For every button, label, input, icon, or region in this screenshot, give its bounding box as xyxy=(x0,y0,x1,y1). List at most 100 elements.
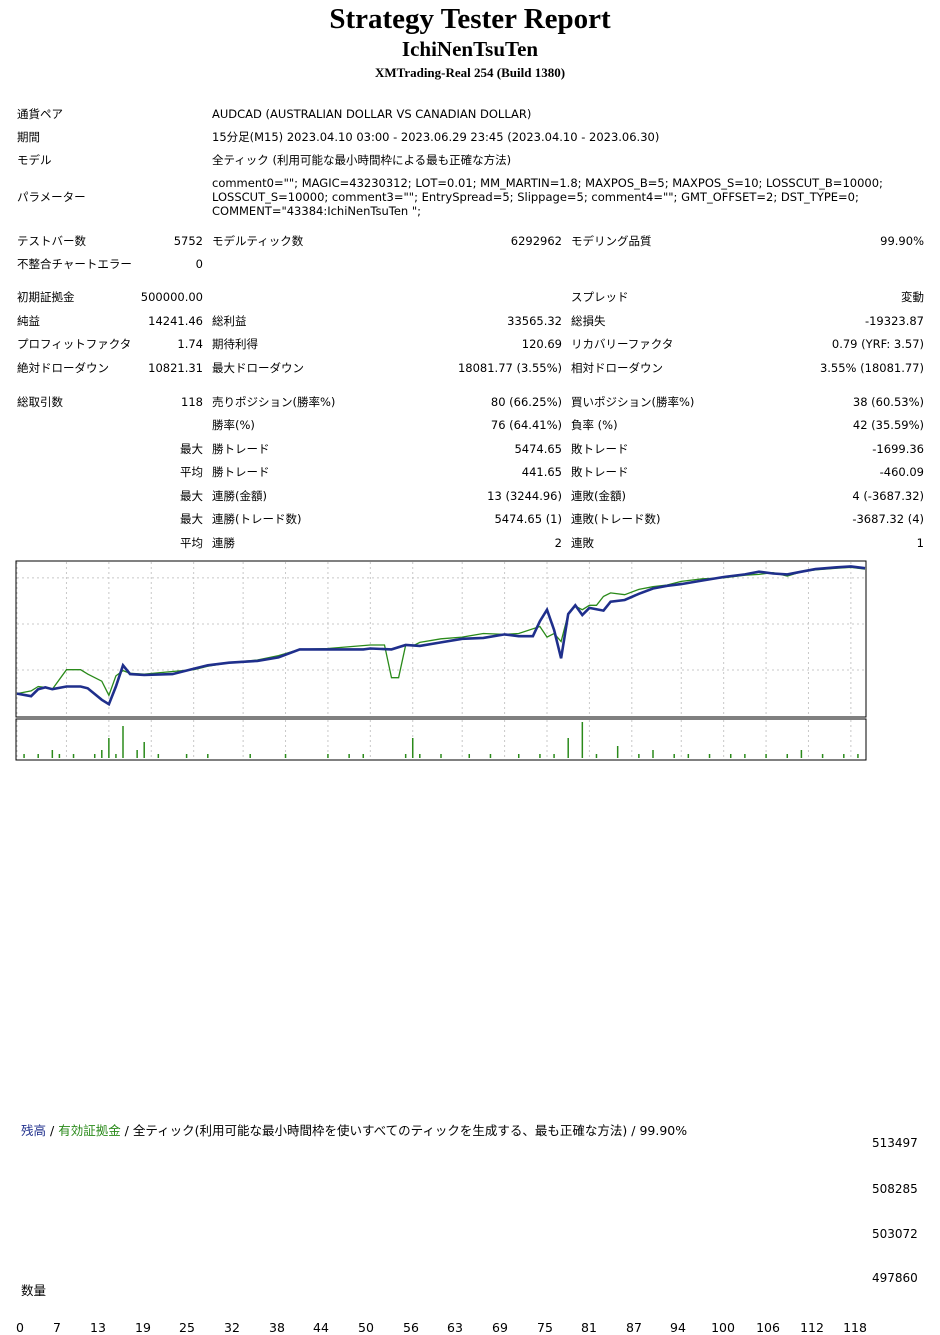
long-positions-value: 38 (60.53%) xyxy=(852,395,924,409)
short-positions-label: 売りポジション(勝率%) xyxy=(212,395,336,409)
x-tick-label: 25 xyxy=(179,1320,195,1335)
total-trades-value: 118 xyxy=(181,395,203,409)
mismatch-label: 不整合チャートエラー xyxy=(17,257,132,271)
consec-wins-cnt-label: 連勝(トレード数) xyxy=(212,512,302,526)
x-tick-label: 94 xyxy=(670,1320,686,1335)
short-positions-value: 80 (66.25%) xyxy=(490,395,562,409)
net-profit-value: 14241.46 xyxy=(148,314,203,328)
quality-label: モデリング品質 xyxy=(571,234,652,248)
avg-consec-wins-value: 2 xyxy=(554,536,562,550)
recovery-factor-value: 0.79 (YRF: 3.57) xyxy=(831,337,924,351)
volume-plot-frame xyxy=(15,718,867,761)
x-tick-label: 118 xyxy=(843,1320,867,1335)
loss-rate-label: 負率 (%) xyxy=(571,418,618,432)
profit-factor-label: プロフィットファクタ xyxy=(17,337,132,351)
avg-loss-value: -460.09 xyxy=(879,465,924,479)
win-rate-label: 勝率(%) xyxy=(212,418,255,432)
abs-dd-value: 10821.31 xyxy=(148,361,203,375)
largest-win-label: 勝トレード xyxy=(212,442,270,456)
deposit-label: 初期証拠金 xyxy=(17,290,75,304)
model-label: モデル xyxy=(17,153,52,167)
loss-rate-value: 42 (35.59%) xyxy=(852,418,924,432)
y-tick-label: 497860 xyxy=(872,1271,918,1285)
params-value: comment0=""; MAGIC=43230312; LOT=0.01; M… xyxy=(212,176,883,218)
max-dd-label: 最大ドローダウン xyxy=(212,361,304,375)
spread-label: スプレッド xyxy=(571,290,629,304)
y-tick-label: 513497 xyxy=(872,1136,918,1150)
legend-equity: 有効証拠金 xyxy=(58,1123,121,1138)
ticks-value: 6292962 xyxy=(510,234,562,248)
consec-losses-cnt-value: -3687.32 (4) xyxy=(852,512,924,526)
legend-separator: / xyxy=(627,1123,640,1138)
ticks-label: モデルティック数 xyxy=(212,234,304,248)
x-tick-label: 106 xyxy=(756,1320,780,1335)
x-tick-label: 38 xyxy=(269,1320,285,1335)
net-profit-label: 純益 xyxy=(17,314,40,328)
x-tick-label: 63 xyxy=(447,1320,463,1335)
report-title: Strategy Tester Report xyxy=(329,3,611,35)
average-prefix: 平均 xyxy=(180,465,203,479)
legend-separator: / xyxy=(120,1123,133,1138)
equity-line xyxy=(16,566,866,697)
chart-canvas xyxy=(15,560,867,761)
x-tick-label: 44 xyxy=(313,1320,329,1335)
x-tick-label: 50 xyxy=(358,1320,374,1335)
gross-profit-label: 総利益 xyxy=(212,314,247,328)
bars-value: 5752 xyxy=(173,234,203,248)
volume-bars xyxy=(23,722,859,758)
mismatch-value: 0 xyxy=(195,257,203,271)
consec-losses-amt-label: 連敗(金額) xyxy=(571,489,626,503)
avg-win-value: 441.65 xyxy=(521,465,562,479)
avg-consec-prefix: 平均 xyxy=(180,536,203,550)
max-consec-cnt-prefix: 最大 xyxy=(180,512,203,526)
balance-chart: 残高 / 有効証拠金 / 全ティック(利用可能な最小時間枠を使いすべてのティック… xyxy=(0,559,940,1335)
consec-losses-amt-value: 4 (-3687.32) xyxy=(852,489,924,503)
model-value: 全ティック (利用可能な最小時間枠による最も正確な方法) xyxy=(212,153,512,167)
spread-value: 変動 xyxy=(901,290,924,304)
largest-loss-label: 敗トレード xyxy=(571,442,629,456)
long-positions-label: 買いポジション(勝率%) xyxy=(571,395,695,409)
avg-consec-losses-value: 1 xyxy=(916,536,924,550)
x-tick-label: 13 xyxy=(90,1320,106,1335)
symbol-label: 通貨ペア xyxy=(17,107,63,121)
consec-wins-amt-value: 13 (3244.96) xyxy=(487,489,562,503)
consec-wins-cnt-value: 5474.65 (1) xyxy=(494,512,562,526)
max-consec-amt-prefix: 最大 xyxy=(180,489,203,503)
rel-dd-label: 相対ドローダウン xyxy=(571,361,663,375)
report-table: 通貨ペア AUDCAD (AUSTRALIAN DOLLAR VS CANADI… xyxy=(0,0,940,560)
recovery-factor-label: リカバリーファクタ xyxy=(571,337,674,351)
ea-name: IchiNenTsuTen xyxy=(401,37,539,61)
gross-profit-value: 33565.32 xyxy=(507,314,562,328)
bars-label: テストバー数 xyxy=(17,234,86,248)
x-tick-label: 0 xyxy=(16,1320,24,1335)
x-tick-label: 87 xyxy=(626,1320,642,1335)
x-tick-label: 75 xyxy=(537,1320,553,1335)
consec-wins-amt-label: 連勝(金額) xyxy=(212,489,267,503)
largest-win-value: 5474.65 xyxy=(514,442,562,456)
volume-label: 数量 xyxy=(21,1283,47,1298)
abs-dd-label: 絶対ドローダウン xyxy=(17,361,109,375)
gross-loss-label: 総損失 xyxy=(571,314,606,328)
x-tick-label: 32 xyxy=(224,1320,240,1335)
server-info: XMTrading-Real 254 (Build 1380) xyxy=(374,65,566,80)
legend-model: 全ティック(利用可能な最小時間枠を使いすべてのティックを生成する、最も正確な方法… xyxy=(132,1123,628,1138)
x-tick-label: 81 xyxy=(581,1320,597,1335)
legend-balance: 残高 xyxy=(21,1123,47,1138)
max-dd-value: 18081.77 (3.55%) xyxy=(457,361,562,375)
period-value: 15分足(M15) 2023.04.10 03:00 - 2023.06.29 … xyxy=(212,130,660,144)
profit-factor-value: 1.74 xyxy=(177,337,203,351)
total-trades-label: 総取引数 xyxy=(17,395,63,409)
largest-prefix: 最大 xyxy=(180,442,203,456)
params-label: パラメーター xyxy=(17,190,86,204)
expected-payoff-label: 期待利得 xyxy=(212,337,258,351)
x-tick-label: 112 xyxy=(800,1320,824,1335)
x-tick-label: 19 xyxy=(135,1320,151,1335)
avg-consec-losses-label: 連敗 xyxy=(571,536,594,550)
period-label: 期間 xyxy=(17,130,40,144)
x-tick-label: 56 xyxy=(403,1320,419,1335)
legend-quality: 99.90% xyxy=(639,1123,688,1138)
rel-dd-value: 3.55% (18081.77) xyxy=(819,361,924,375)
consec-losses-cnt-label: 連敗(トレード数) xyxy=(571,512,661,526)
chart-legend: 残高 / 有効証拠金 / 全ティック(利用可能な最小時間枠を使いすべてのティック… xyxy=(21,1123,687,1138)
gross-loss-value: -19323.87 xyxy=(864,314,924,328)
